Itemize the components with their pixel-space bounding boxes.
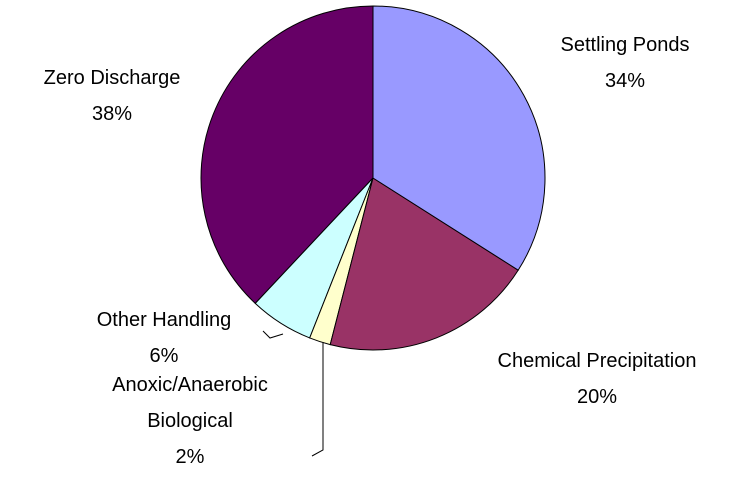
category-label: Anoxic/Anaerobic Biological xyxy=(112,374,268,432)
value-label: 6% xyxy=(149,345,179,367)
category-label: Zero Discharge xyxy=(43,67,181,89)
slice-label: Settling Ponds 34% xyxy=(561,27,690,99)
value-label: 34% xyxy=(604,70,646,92)
slice-label: Anoxic/Anaerobic Biological 2% xyxy=(100,367,280,475)
pie-slice xyxy=(329,177,519,351)
slice-label: Other Handling 6% xyxy=(97,302,232,374)
value-label: 2% xyxy=(175,446,205,468)
leader-line xyxy=(262,330,284,339)
pie-slice xyxy=(372,5,546,271)
value-label: 38% xyxy=(91,103,133,125)
category-label: Other Handling xyxy=(96,309,232,331)
leader-line xyxy=(311,342,324,457)
slice-label: Zero Discharge 38% xyxy=(44,60,181,132)
value-label: 20% xyxy=(576,386,618,408)
category-label: Chemical Precipitation xyxy=(497,350,697,372)
slice-label: Chemical Precipitation 20% xyxy=(498,343,697,415)
category-label: Settling Ponds xyxy=(560,34,690,56)
pie-slice xyxy=(200,5,374,305)
